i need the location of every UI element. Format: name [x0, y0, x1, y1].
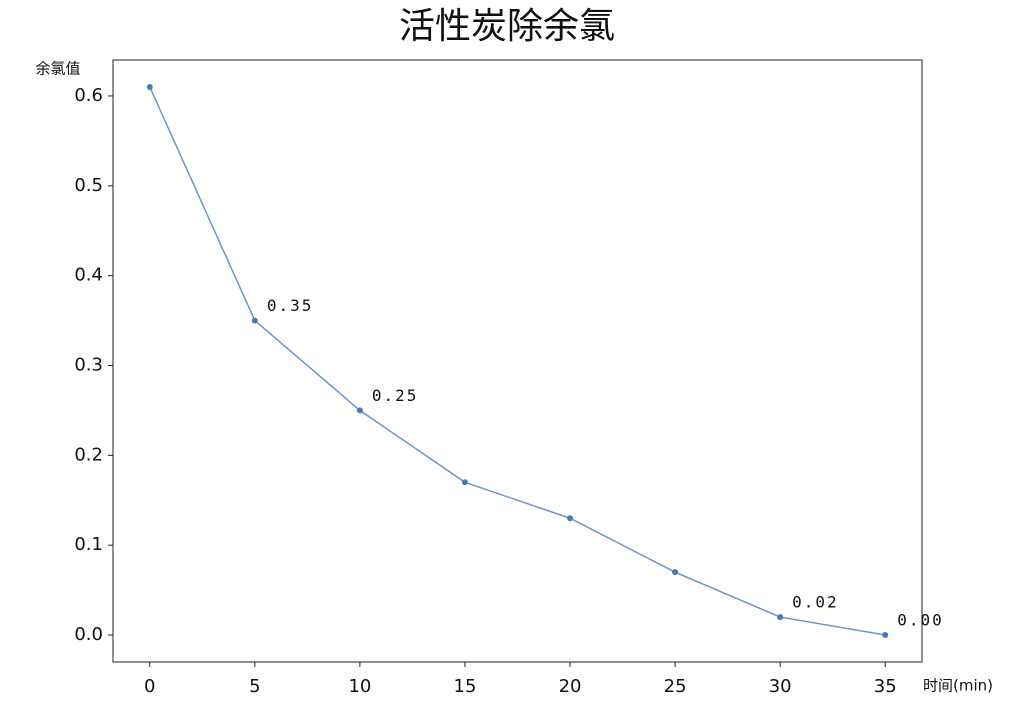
y-tick-label: 0.0: [74, 624, 103, 645]
x-tick-label: 15: [454, 676, 477, 697]
x-axis-label: 时间(min): [923, 677, 993, 695]
x-tick-label: 30: [769, 676, 792, 697]
chart-title: 活性炭除余氯: [399, 6, 615, 47]
data-point: [777, 614, 784, 621]
y-tick-label: 0.5: [74, 175, 103, 196]
data-point: [882, 632, 889, 639]
data-label: 0.35: [267, 296, 314, 315]
y-tick-label: 0.6: [74, 85, 103, 106]
y-tick-label: 0.2: [74, 444, 103, 465]
y-tick-label: 0.3: [74, 354, 103, 375]
data-point: [461, 479, 468, 486]
plot-frame: [112, 59, 923, 663]
y-axis-label: 余氯值: [35, 60, 80, 78]
x-tick-label: 25: [664, 676, 687, 697]
data-label: 0.00: [897, 611, 944, 630]
x-tick-label: 35: [874, 676, 897, 697]
y-tick-label: 0.4: [74, 265, 103, 286]
x-tick-label: 5: [249, 676, 260, 697]
data-point: [672, 569, 679, 576]
data-point: [251, 317, 258, 324]
y-tick-label: 0.1: [74, 534, 103, 555]
data-label: 0.25: [372, 386, 419, 405]
x-tick-label: 0: [144, 676, 155, 697]
series-line: [149, 86, 886, 636]
x-tick-label: 10: [348, 676, 371, 697]
data-point: [356, 407, 363, 414]
data-point: [146, 83, 153, 90]
data-point: [567, 515, 574, 522]
data-label: 0.02: [792, 593, 839, 612]
x-tick-label: 20: [559, 676, 582, 697]
